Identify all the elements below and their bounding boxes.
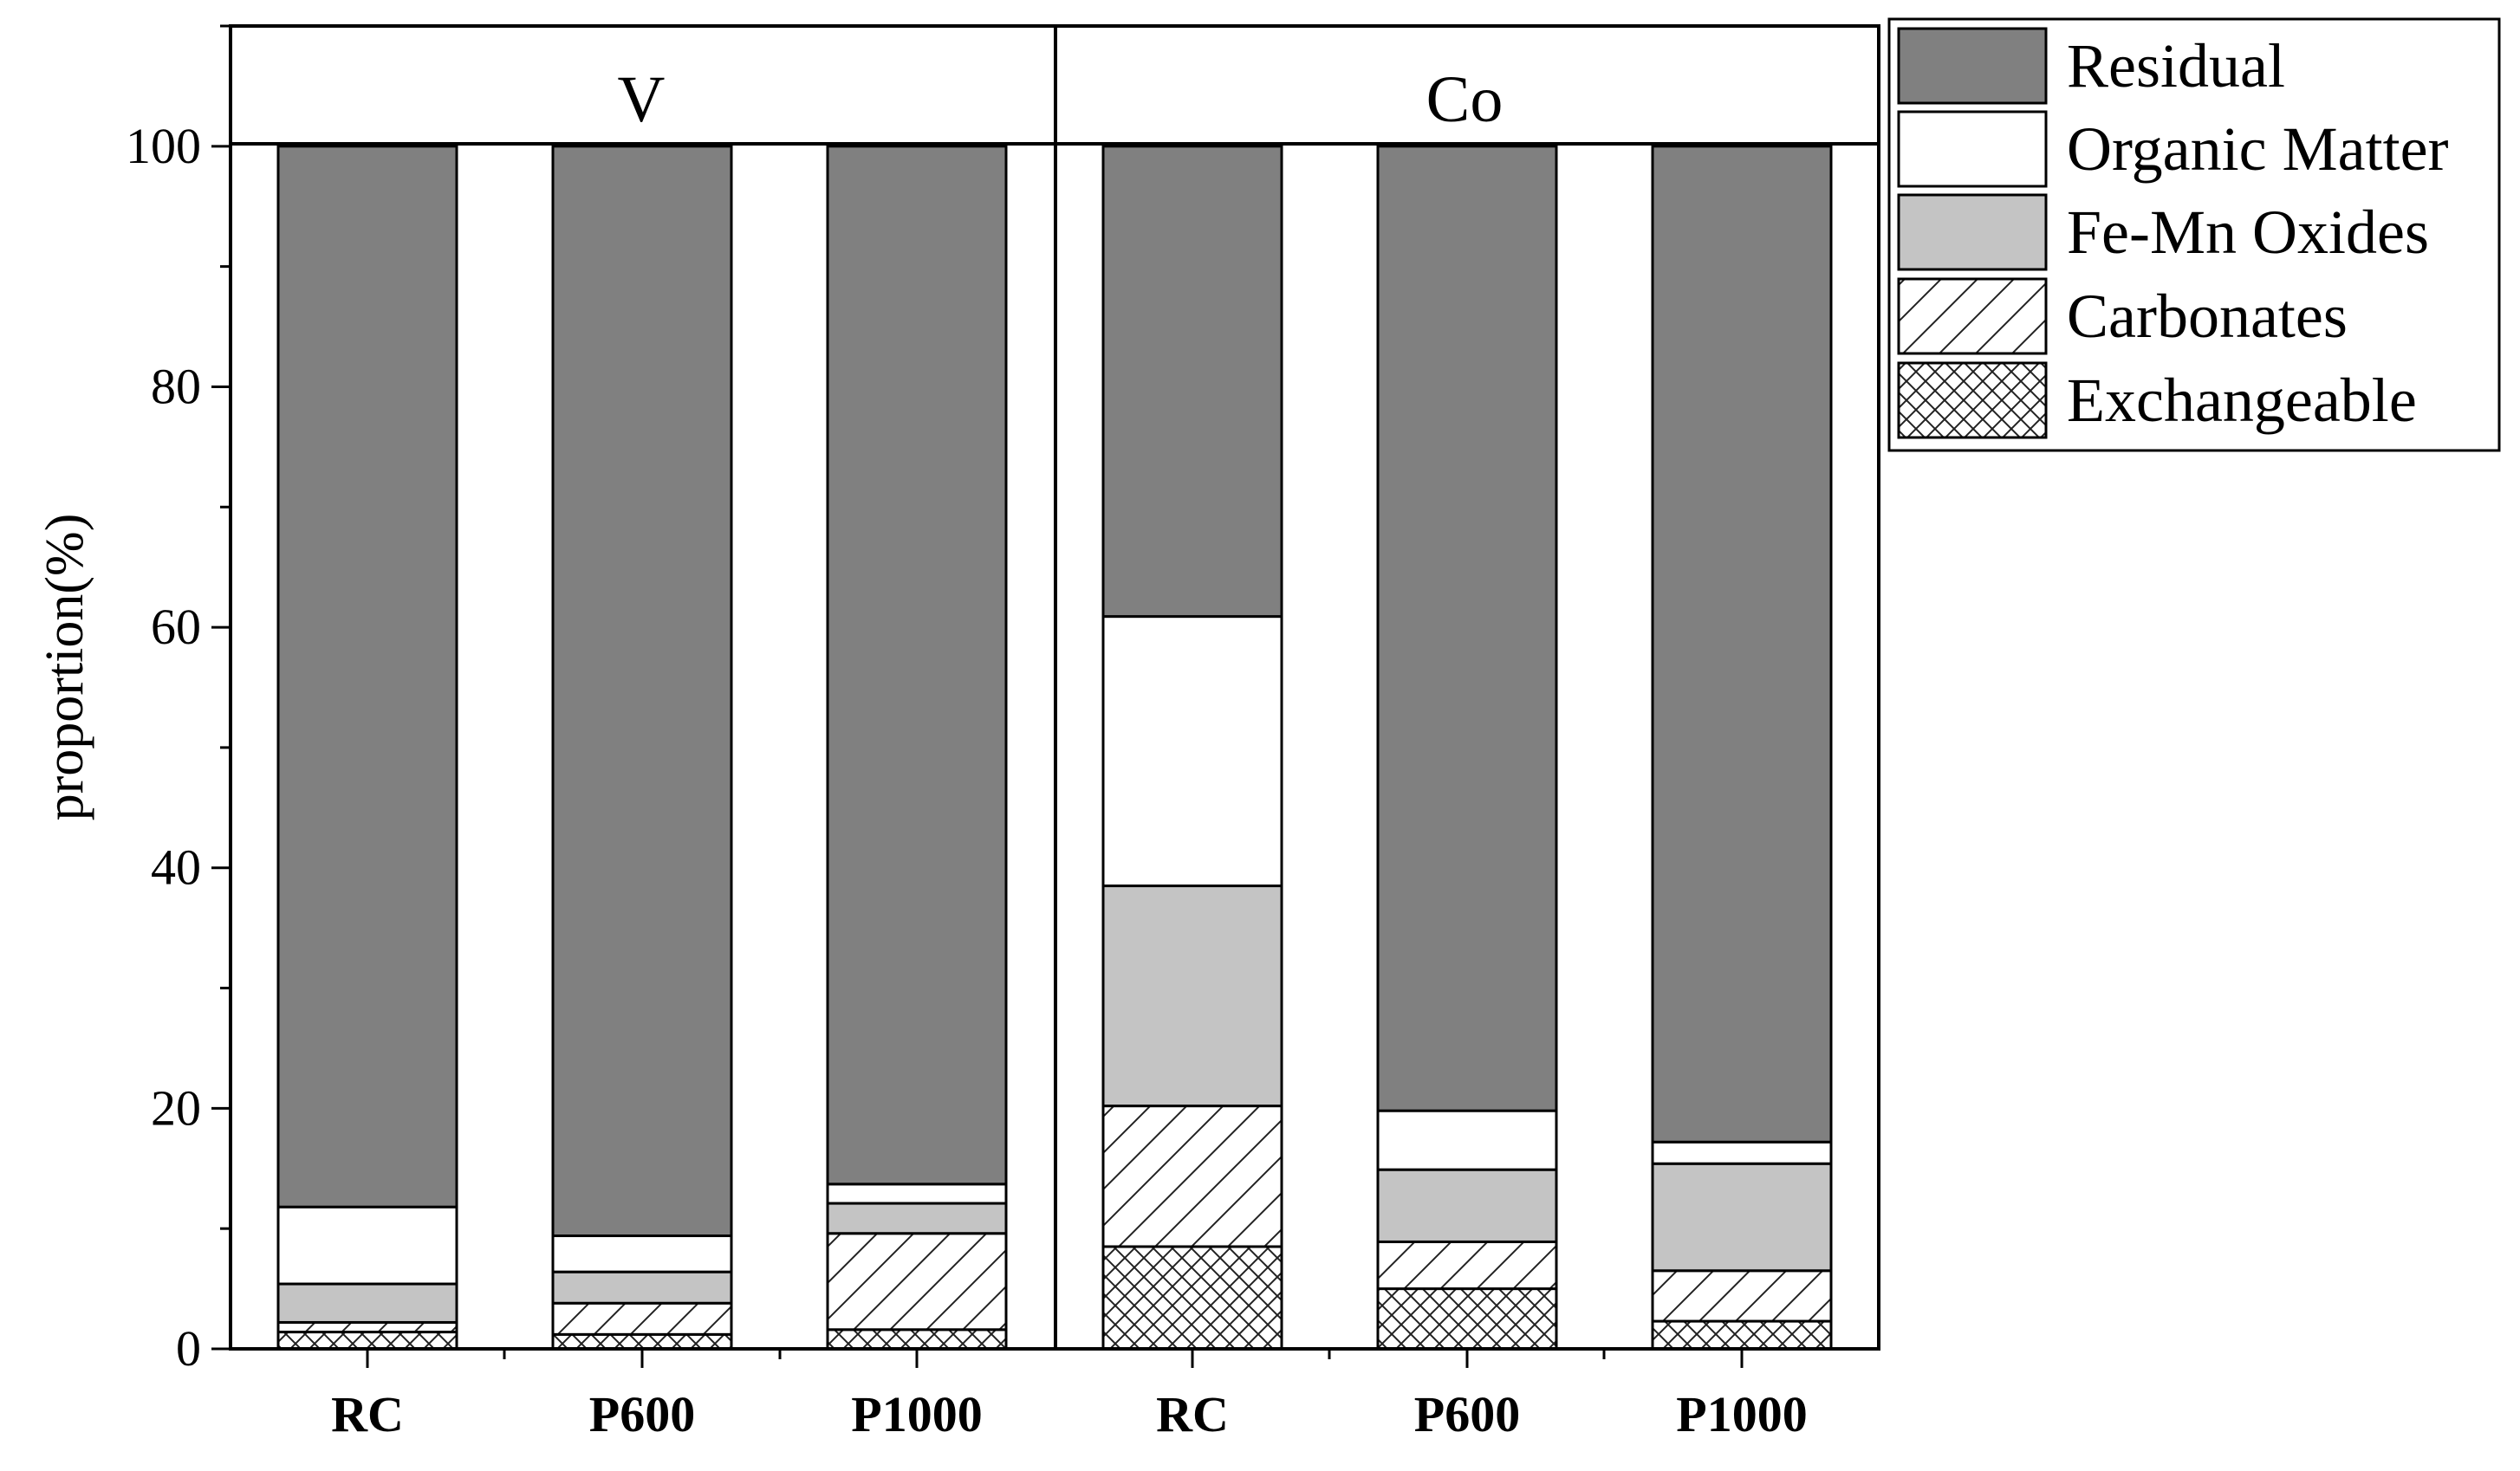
bar-segment-co-p1000-residual	[1651, 145, 1833, 1144]
legend-swatch-exchangeable	[1897, 361, 2048, 439]
bar-segment-co-p1000-organic-matter	[1651, 1140, 1833, 1165]
bar-segment-v-p1000-exchangeable	[826, 1328, 1008, 1351]
x-tick-label-co-rc: RC	[1156, 1386, 1229, 1442]
bar-segment-v-p600-fe-mn-oxides	[551, 1270, 733, 1305]
legend: Residual Organic Matter Fe-Mn Oxides Car…	[1887, 17, 2501, 452]
legend-label-residual: Residual	[2067, 31, 2285, 100]
legend-swatch-fe-mn-oxides	[1897, 193, 2048, 271]
bar-segment-co-rc-carbonates	[1101, 1105, 1283, 1248]
legend-label-organic-matter: Organic Matter	[2067, 114, 2449, 184]
legend-swatch-organic-matter	[1897, 110, 2048, 188]
y-tick-label-100: 100	[126, 118, 201, 174]
bar-segment-co-p600-residual	[1376, 145, 1558, 1112]
x-tick-label-v-p600: P600	[589, 1386, 695, 1442]
x-tick-label-co-p600: P600	[1414, 1386, 1520, 1442]
legend-swatch-residual	[1897, 27, 2048, 105]
bar-segment-co-rc-exchangeable	[1101, 1245, 1283, 1351]
plot-frame	[229, 24, 1880, 1351]
bar-segment-co-rc-residual	[1101, 145, 1283, 619]
bar-segment-co-p1000-carbonates	[1651, 1269, 1833, 1323]
y-tick-label-0: 0	[176, 1320, 201, 1377]
bar-segment-v-p1000-residual	[826, 145, 1008, 1186]
bar-segment-v-rc-exchangeable	[276, 1331, 458, 1351]
panel-title-v: V	[618, 63, 666, 136]
bar-segment-v-rc-carbonates	[276, 1320, 458, 1334]
bar-segment-v-rc-fe-mn-oxides	[276, 1282, 458, 1324]
panel-title-co: Co	[1426, 63, 1504, 136]
y-tick-label-60: 60	[151, 599, 201, 655]
x-tick-label-v-rc: RC	[331, 1386, 404, 1442]
bar-segment-v-p600-exchangeable	[551, 1332, 733, 1351]
bar-segment-v-rc-residual	[276, 145, 458, 1209]
bar-segment-co-p600-exchangeable	[1376, 1287, 1558, 1351]
x-tick-label-co-p1000: P1000	[1676, 1386, 1807, 1442]
bar-segment-v-p600-organic-matter	[551, 1234, 733, 1273]
bar-segment-co-p1000-fe-mn-oxides	[1651, 1162, 1833, 1273]
bar-segment-co-p600-carbonates	[1376, 1240, 1558, 1291]
bar-segment-v-p600-residual	[551, 145, 733, 1238]
bar-segment-co-p600-organic-matter	[1376, 1109, 1558, 1171]
legend-label-exchangeable: Exchangeable	[2067, 366, 2417, 435]
y-axis-label: proportion(%)	[36, 514, 94, 821]
bar-segment-co-rc-fe-mn-oxides	[1101, 885, 1283, 1108]
bars-layer	[276, 145, 1833, 1351]
y-tick-label-20: 20	[151, 1079, 201, 1136]
y-axis: 0 20 40 60 80 100	[126, 24, 231, 1377]
legend-label-carbonates: Carbonates	[2067, 282, 2348, 351]
y-tick-label-40: 40	[151, 839, 201, 896]
legend-swatch-carbonates	[1897, 277, 2048, 355]
bar-segment-co-rc-organic-matter	[1101, 615, 1283, 888]
bar-segment-co-p600-fe-mn-oxides	[1376, 1168, 1558, 1243]
bar-segment-v-p1000-carbonates	[826, 1232, 1008, 1332]
x-tick-label-v-p1000: P1000	[851, 1386, 982, 1442]
bar-segment-v-p1000-fe-mn-oxides	[826, 1202, 1008, 1235]
bar-segment-v-p600-carbonates	[551, 1301, 733, 1336]
x-axis: RC P600 P1000 RC P600 P1000	[331, 1349, 1808, 1442]
bar-segment-v-p1000-organic-matter	[826, 1183, 1008, 1205]
y-tick-label-80: 80	[151, 358, 201, 414]
bar-segment-v-rc-organic-matter	[276, 1205, 458, 1286]
bar-segment-co-p1000-exchangeable	[1651, 1319, 1833, 1351]
legend-label-fe-mn-oxides: Fe-Mn Oxides	[2067, 198, 2429, 267]
